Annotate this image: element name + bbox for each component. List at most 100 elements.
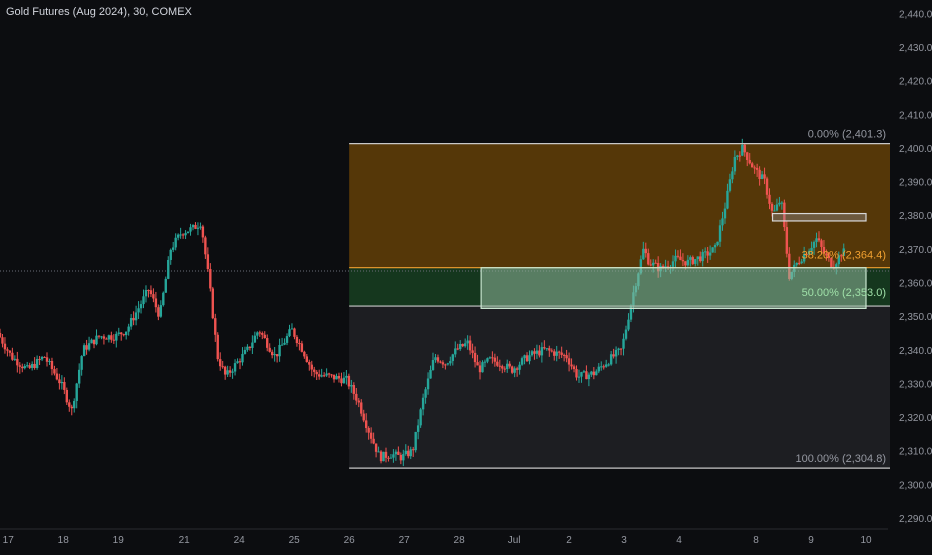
- candle-body: [748, 159, 751, 164]
- candle-body: [77, 369, 81, 384]
- candle-body: [691, 257, 695, 264]
- candle-body: [605, 364, 608, 367]
- candle-body: [654, 262, 657, 264]
- candle-body: [95, 335, 98, 345]
- candle-body: [451, 354, 454, 362]
- price-axis[interactable]: 2,440.0 2,430.0 2,420.0 2,410.0 2,400.0 2,390…: [899, 9, 932, 524]
- highlight-boxes[interactable]: [480, 212, 867, 309]
- candle-body: [454, 348, 457, 355]
- candle-body: [708, 252, 712, 256]
- candle-body: [602, 366, 605, 368]
- candle-body: [48, 361, 51, 363]
- candle-body: [540, 347, 544, 356]
- candle-body: [402, 454, 405, 461]
- candle-body: [689, 257, 692, 260]
- candle-body: [431, 360, 435, 370]
- candle-body: [711, 247, 714, 253]
- candle-body: [191, 224, 195, 228]
- candle-body: [706, 251, 709, 256]
- candle-body: [716, 241, 719, 246]
- candle-body: [270, 351, 274, 356]
- candle-body: [169, 249, 172, 260]
- candle-body: [372, 438, 375, 444]
- candle-body: [439, 361, 442, 363]
- candle-body: [337, 375, 341, 379]
- candle-body: [612, 354, 615, 357]
- candle-body: [13, 358, 17, 360]
- candle-body: [293, 328, 296, 337]
- candle-body: [253, 335, 257, 343]
- candle-body: [330, 374, 333, 376]
- time-tick-label: 21: [179, 535, 191, 546]
- candle-body: [377, 451, 380, 453]
- candle-body: [122, 334, 125, 336]
- time-tick-label: 19: [113, 535, 125, 546]
- candle-body: [466, 340, 469, 344]
- candle-body: [115, 333, 118, 341]
- candle-body: [147, 289, 150, 291]
- candle-body: [248, 346, 252, 348]
- candle-body: [261, 333, 264, 335]
- price-tick-label: 2,410.0: [899, 110, 932, 121]
- candle-body: [837, 255, 840, 265]
- candle-body: [619, 348, 623, 350]
- candle-body: [471, 350, 474, 353]
- highlight-box[interactable]: [480, 267, 867, 309]
- candle-body: [419, 409, 422, 426]
- candle-body: [736, 155, 739, 157]
- candle-body: [45, 357, 49, 362]
- candle-body: [585, 371, 588, 380]
- candle-body: [117, 332, 120, 334]
- candle-body: [840, 255, 843, 257]
- small-box[interactable]: [771, 212, 867, 222]
- candle-body: [85, 345, 88, 350]
- candle-body: [127, 326, 130, 332]
- candle-body: [679, 256, 682, 261]
- candle-body: [538, 350, 541, 356]
- candle-body: [172, 247, 175, 250]
- candle-body: [268, 347, 271, 352]
- candle-body: [644, 248, 647, 254]
- candle-body: [773, 210, 776, 212]
- candle-body: [58, 379, 61, 384]
- time-tick-label: 27: [399, 535, 411, 546]
- candle-body: [535, 350, 539, 354]
- candle-body: [550, 350, 553, 352]
- candle-body: [214, 318, 217, 335]
- candle-body: [360, 402, 363, 414]
- time-axis[interactable]: 17 18 19 21 24 25 26 27 28 Jul 2 3 4 8 9 10: [0, 528, 888, 546]
- candle-body: [367, 428, 370, 433]
- candle-body: [124, 331, 128, 336]
- candle-body: [513, 368, 516, 373]
- candle-body: [733, 156, 737, 172]
- candle-body: [488, 357, 492, 359]
- candle-body: [355, 393, 358, 401]
- candle-body: [520, 358, 524, 365]
- candle-body: [444, 364, 447, 366]
- candle-body: [275, 354, 279, 357]
- candle-body: [798, 262, 801, 264]
- candle-body: [387, 457, 390, 459]
- candle-body: [560, 352, 563, 355]
- candle-body: [649, 264, 652, 266]
- candle-body: [820, 240, 823, 247]
- candle-body: [476, 362, 479, 366]
- candle-body: [407, 450, 410, 457]
- time-tick-label: 25: [289, 535, 301, 546]
- candle-body: [778, 202, 781, 205]
- price-tick-label: 2,300.0: [899, 480, 932, 491]
- candle-body: [770, 203, 774, 211]
- candle-body: [33, 363, 36, 369]
- candle-body: [575, 369, 578, 378]
- candle-body: [382, 451, 385, 462]
- candle-body: [684, 261, 687, 266]
- candle-body: [219, 359, 222, 367]
- candle-body: [800, 261, 803, 264]
- candle-body: [562, 354, 566, 356]
- candle-body: [728, 179, 732, 191]
- candle-body: [369, 432, 373, 439]
- candle-body: [21, 366, 24, 369]
- candle-body: [661, 265, 665, 268]
